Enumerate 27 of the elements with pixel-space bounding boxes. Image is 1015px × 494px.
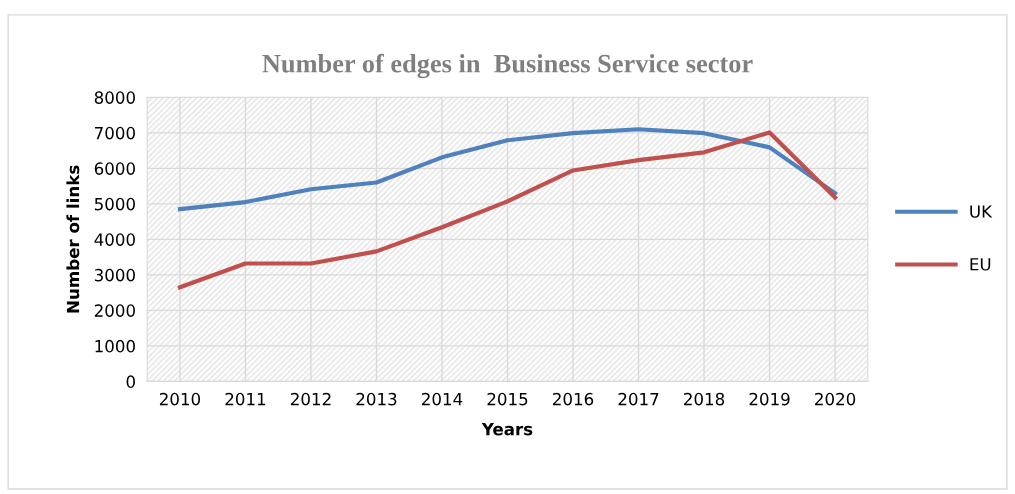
x-axis-title: Years (481, 423, 533, 436)
x-tick-label: 2020 (815, 392, 856, 406)
y-tick-label: 3000 (94, 268, 135, 282)
x-tick-label: 2017 (618, 392, 659, 406)
x-tick-label: 2011 (225, 392, 266, 406)
y-tick-label: 0 (126, 375, 135, 388)
y-tick-label: 5000 (94, 197, 135, 211)
x-tick-label: 2016 (553, 392, 594, 406)
y-tick-label: 7000 (95, 126, 135, 140)
legend-label: EU (970, 258, 991, 271)
y-tick-label: 6000 (94, 162, 135, 175)
y-tick-label: 2000 (94, 304, 135, 317)
x-tick-label: 2012 (290, 392, 331, 406)
x-tick-label: 2014 (422, 392, 463, 406)
x-tick-label: 2010 (159, 392, 201, 406)
x-tick-label: 2015 (487, 392, 528, 406)
legend-label: UK (970, 205, 993, 218)
line-series (177, 130, 838, 290)
x-tick-label: 2013 (356, 392, 397, 406)
y-tick-label: 4000 (94, 233, 135, 246)
x-tick-label: 2018 (684, 392, 725, 406)
chart-title: Number of edges in Business Service sector (262, 53, 753, 79)
y-tick-label: 1000 (95, 339, 135, 353)
x-tick-label: 2019 (749, 392, 790, 406)
y-tick-label: 8000 (94, 91, 135, 104)
y-axis-title: Number of links (66, 165, 80, 313)
line-series (177, 127, 838, 212)
